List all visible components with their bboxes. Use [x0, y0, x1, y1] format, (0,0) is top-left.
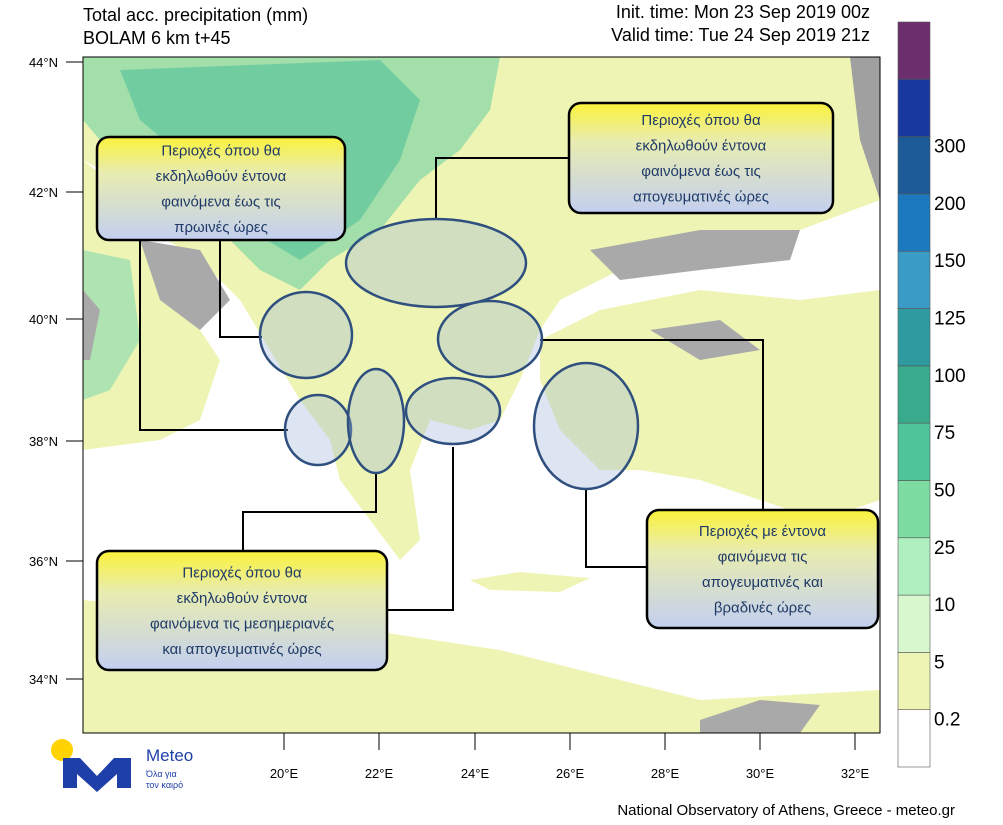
logo: Meteo Όλα για τον καιρό: [51, 739, 193, 792]
callout-text: φαινόμενα έως τις: [641, 163, 761, 180]
callout-text: Περιοχές όπου θα: [641, 112, 761, 129]
logo-tagline: Όλα για: [145, 769, 177, 779]
callout-text: απογευματινές και: [702, 574, 823, 591]
colorbar-label: 50: [934, 480, 955, 501]
colorbar-label: 75: [934, 423, 955, 444]
colorbar-label: 5: [934, 652, 945, 673]
colorbar-label: 100: [934, 366, 966, 387]
valid-time: Valid time: Tue 24 Sep 2019 21z: [611, 25, 870, 45]
colorbar-box: [897, 480, 931, 539]
colorbar-box: [897, 250, 931, 309]
lon-label: 26°E: [556, 766, 585, 781]
lat-label: 38°N: [29, 434, 58, 449]
colorbar-label: 10: [934, 595, 955, 616]
colorbar-box: [897, 308, 931, 367]
callout-text: φαινόμενα τις: [718, 548, 808, 565]
colorbar-box: [897, 709, 931, 768]
callout-text: εκδηλωθούν έντονα: [156, 168, 287, 185]
init-time: Init. time: Mon 23 Sep 2019 00z: [616, 2, 870, 22]
connector-lines: [139, 157, 764, 611]
lat-label: 44°N: [29, 55, 58, 70]
highlight-areas: [258, 217, 640, 491]
logo-name: Meteo: [146, 746, 193, 765]
callout-text: εκδηλωθούν έντονα: [636, 137, 767, 154]
callout-box: [95, 549, 389, 672]
callout-text: Περιοχές όπου θα: [182, 564, 302, 581]
lat-label: 40°N: [29, 312, 58, 327]
callout-text: πρωινές ώρες: [174, 219, 268, 236]
colorbar-label: 200: [934, 194, 966, 215]
colorbar-label: 125: [934, 309, 966, 330]
callout-box: [645, 508, 880, 630]
colorbar-box: [897, 136, 931, 195]
callout-text: φαινόμενα έως τις: [161, 193, 281, 210]
colorbar-box: [897, 422, 931, 481]
callout-text: απογευματινές ώρες: [633, 188, 769, 205]
colorbar-box: [897, 537, 931, 596]
title: Total acc. precipitation (mm): [83, 5, 308, 25]
lat-label: 42°N: [29, 185, 58, 200]
colorbar-label: 300: [934, 137, 966, 158]
colorbar-box: [897, 365, 931, 424]
callout-text: Περιοχές όπου θα: [161, 142, 281, 159]
map-frame: [82, 56, 881, 734]
model-label: BOLAM 6 km t+45: [83, 28, 231, 48]
callout-box: [567, 101, 835, 215]
colorbar-label: 25: [934, 538, 955, 559]
lon-label: 28°E: [651, 766, 680, 781]
lon-label: 32°E: [841, 766, 870, 781]
callout-text: εκδηλωθούν έντονα: [177, 590, 308, 607]
callout-text: βραδινές ώρες: [714, 599, 811, 616]
lon-label: 30°E: [746, 766, 775, 781]
footer: National Observatory of Athens, Greece -…: [617, 802, 955, 819]
lat-label: 36°N: [29, 554, 58, 569]
colorbar-box: [897, 652, 931, 710]
lat-label: 34°N: [29, 672, 58, 687]
colorbar-box: [897, 594, 931, 653]
callout-box: [95, 135, 347, 242]
lon-label: 24°E: [461, 766, 490, 781]
logo-tagline: τον καιρό: [146, 780, 183, 790]
callout-text: Περιοχές με έντονα: [699, 523, 827, 540]
colorbar-label: 150: [934, 251, 966, 272]
colorbar-box: [897, 193, 931, 252]
colorbar-box: [897, 79, 931, 137]
callout-text: φαινόμενα τις μεσημεριανές: [150, 615, 334, 632]
colorbar-box: [897, 21, 931, 80]
lon-label: 20°E: [270, 766, 299, 781]
lon-label: 22°E: [365, 766, 394, 781]
colorbar-label: 0.2: [934, 710, 960, 731]
callout-text: και απογευματινές ώρες: [162, 641, 321, 658]
